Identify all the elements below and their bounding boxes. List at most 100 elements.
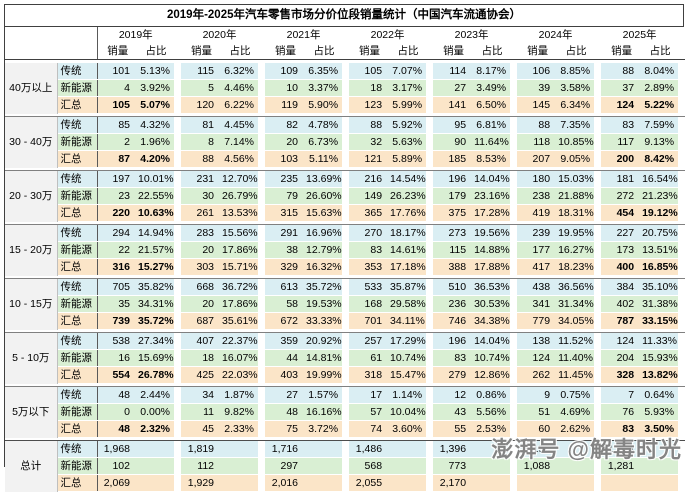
gap-cell	[174, 258, 182, 276]
sales-cell: 10	[265, 79, 307, 97]
gap-cell	[594, 332, 602, 350]
sales-cell: 90	[433, 133, 475, 151]
gap-cell	[174, 332, 182, 350]
sales-cell: 273	[433, 224, 475, 242]
sales-cell: 61	[349, 349, 391, 367]
share-cell: 10.01%	[138, 170, 175, 188]
category-label: 新能源	[57, 403, 98, 421]
sales-cell: 55	[433, 420, 475, 438]
sales-cell: 236	[433, 295, 475, 313]
gap-cell	[342, 150, 350, 168]
gap-cell	[342, 295, 350, 313]
table-row: 新能源 102 112 297 568 773 1,088 1,281	[5, 457, 686, 475]
sales-cell: 438	[517, 278, 559, 296]
gap-cell	[510, 312, 518, 330]
sales-cell: 117	[601, 133, 643, 151]
gap-cell	[594, 96, 602, 114]
sales-cell: 554	[97, 366, 138, 384]
sales-cell: 124	[601, 332, 643, 350]
header-gap	[342, 42, 350, 60]
sales-cell: 87	[97, 150, 138, 168]
share-cell: 6.32%	[222, 63, 259, 80]
gap-cell	[510, 349, 518, 367]
gap-cell	[510, 403, 518, 421]
share-cell: 18.31%	[558, 204, 595, 222]
share-cell: 19.95%	[558, 224, 595, 242]
sales-cell: 318	[349, 366, 391, 384]
table-row: 汇总 48 2.32% 45 2.33% 75 3.72% 74 3.60% 55 2.53% 60 2…	[5, 420, 686, 438]
gap-cell	[426, 366, 434, 384]
sales-cell: 262	[517, 366, 559, 384]
sales-cell: 123	[349, 96, 391, 114]
sales-cell: 7	[601, 386, 643, 404]
segment-label: 40万以上	[5, 63, 58, 114]
table-row: 总计 传统 1,968 1,819 1,716 1,486 1,396 1,198 1,094	[5, 440, 686, 492]
share-cell: 8.53%	[474, 150, 511, 168]
block-spacer	[5, 275, 686, 279]
block-spacer-cell	[5, 59, 686, 63]
share-cell: 17.88%	[474, 258, 511, 276]
gap-cell	[594, 366, 602, 384]
share-cell: 4.20%	[138, 150, 175, 168]
header-gap	[594, 42, 602, 60]
sales-cell: 17	[349, 386, 391, 404]
table-row: 新能源 2 1.96% 8 7.14% 20 6.73% 32 5.63% 90 11.64% 118…	[5, 133, 686, 151]
gap-cell	[426, 241, 434, 259]
gap-cell	[342, 386, 350, 404]
year-header-row: 2019年 2020年 2021年 2022年 2023年 2024年 2025年	[5, 27, 686, 42]
table-row: 汇总 220 10.63% 261 13.53% 315 15.63% 365 17.76% 37…	[5, 204, 686, 222]
gap-cell	[174, 403, 182, 421]
category-label: 传统	[57, 440, 98, 458]
share-cell: 15.03%	[558, 170, 595, 188]
sales-cell: 34	[181, 386, 223, 404]
gap-cell	[510, 204, 518, 222]
sales-cell: 4	[97, 79, 138, 97]
sales-cell: 365	[349, 204, 391, 222]
gap-cell	[594, 312, 602, 330]
sales-cell: 118	[517, 133, 559, 151]
header-gap	[594, 27, 602, 42]
gap-cell	[426, 133, 434, 151]
category-label: 传统	[57, 224, 98, 242]
gap-cell	[510, 332, 518, 350]
gap-cell	[510, 96, 518, 114]
gap-cell	[342, 204, 350, 222]
share-cell: 11.45%	[558, 366, 595, 384]
gap-cell	[678, 295, 686, 313]
share-cell: 5.07%	[138, 96, 175, 114]
share-cell: 34.11%	[390, 312, 427, 330]
gap-cell	[258, 116, 266, 134]
sales-cell: 1,968	[97, 440, 138, 458]
sales-cell: 231	[181, 170, 223, 188]
sales-cell: 705	[97, 278, 138, 296]
gap-cell	[174, 278, 182, 296]
sales-cell: 179	[433, 187, 475, 205]
gap-cell	[426, 440, 434, 458]
gap-cell	[342, 79, 350, 97]
gap-cell	[258, 258, 266, 276]
share-cell: 15.63%	[306, 204, 343, 222]
share-cell: 14.94%	[138, 224, 175, 242]
table-row: 5 - 10万 传统 538 27.34% 407 22.37% 359 20.92% 257 1…	[5, 332, 686, 384]
share-cell: 5.93%	[642, 403, 679, 421]
gap-cell	[258, 440, 266, 458]
share-cell: 0.00%	[138, 403, 175, 421]
share-cell: 31.38%	[642, 295, 679, 313]
gap-cell	[594, 224, 602, 242]
sales-cell: 294	[97, 224, 138, 242]
share-cell: 2.32%	[138, 420, 175, 438]
share-cell: 26.79%	[222, 187, 259, 205]
sales-cell: 5	[181, 79, 223, 97]
share-cell: 14.81%	[306, 349, 343, 367]
gap-cell	[510, 386, 518, 404]
gap-cell	[426, 474, 434, 492]
sales-cell: 687	[181, 312, 223, 330]
sales-cell: 75	[265, 420, 307, 438]
share-cell: 18.17%	[390, 224, 427, 242]
header-blank	[57, 27, 98, 42]
share-cell: 0.64%	[642, 386, 679, 404]
gap-cell	[678, 403, 686, 421]
gap-cell	[426, 170, 434, 188]
segment-label: 5万以下	[5, 386, 58, 438]
share-cell: 3.37%	[306, 79, 343, 97]
